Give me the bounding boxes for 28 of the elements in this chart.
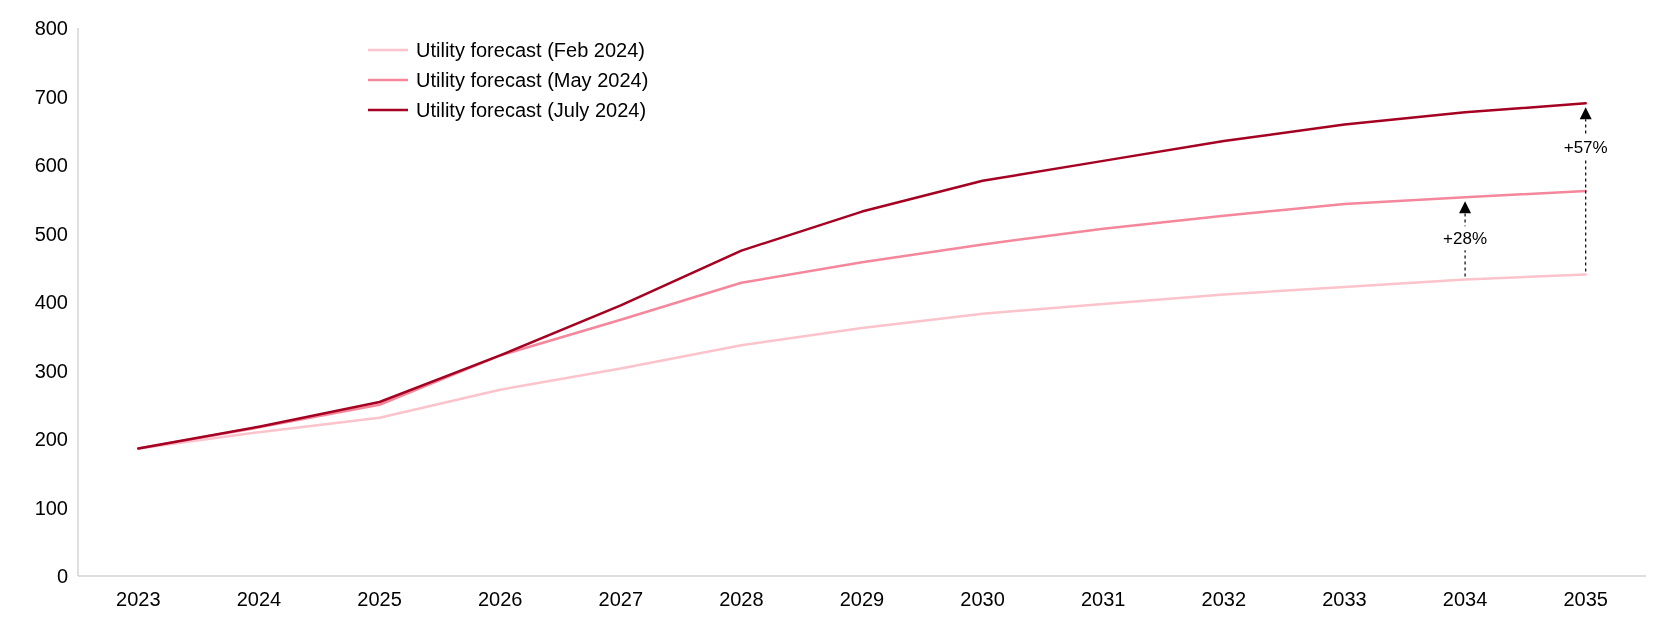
y-tick-label: 300 bbox=[34, 359, 68, 382]
x-tick-label: 2025 bbox=[357, 588, 402, 610]
x-tick-label: 2033 bbox=[1322, 588, 1367, 610]
x-tick-label: 2027 bbox=[598, 588, 644, 610]
x-tick-label: 2023 bbox=[116, 588, 161, 610]
annotation: +57% bbox=[1563, 138, 1608, 158]
x-tick-label: 2028 bbox=[719, 588, 764, 610]
x-tick-label: 2029 bbox=[839, 588, 885, 610]
y-tick-label: 200 bbox=[34, 428, 68, 450]
x-tick-label: 2034 bbox=[1442, 588, 1488, 610]
y-tick-label: 600 bbox=[34, 154, 68, 176]
x-tick-label: 2035 bbox=[1563, 588, 1608, 610]
legend-label: Utility forecast (July 2024) bbox=[416, 99, 647, 121]
y-tick-label: 400 bbox=[34, 291, 68, 313]
x-tick-label: 2032 bbox=[1201, 588, 1247, 610]
legend-label: Utility forecast (Feb 2024) bbox=[416, 39, 645, 61]
y-tick-label: 500 bbox=[34, 222, 68, 245]
y-tick-label: 800 bbox=[34, 17, 68, 39]
x-tick-label: 2031 bbox=[1080, 588, 1126, 610]
y-tick-label: 100 bbox=[34, 496, 68, 519]
x-tick-label: 2024 bbox=[236, 588, 282, 610]
y-tick-label: 0 bbox=[56, 565, 68, 587]
x-tick-label: 2030 bbox=[960, 588, 1005, 610]
x-tick-label: 2026 bbox=[477, 588, 523, 610]
annotation: +28% bbox=[1443, 229, 1488, 249]
legend-label: Utility forecast (May 2024) bbox=[416, 69, 649, 91]
line-series bbox=[137, 273, 1587, 450]
y-tick-label: 700 bbox=[34, 85, 68, 108]
